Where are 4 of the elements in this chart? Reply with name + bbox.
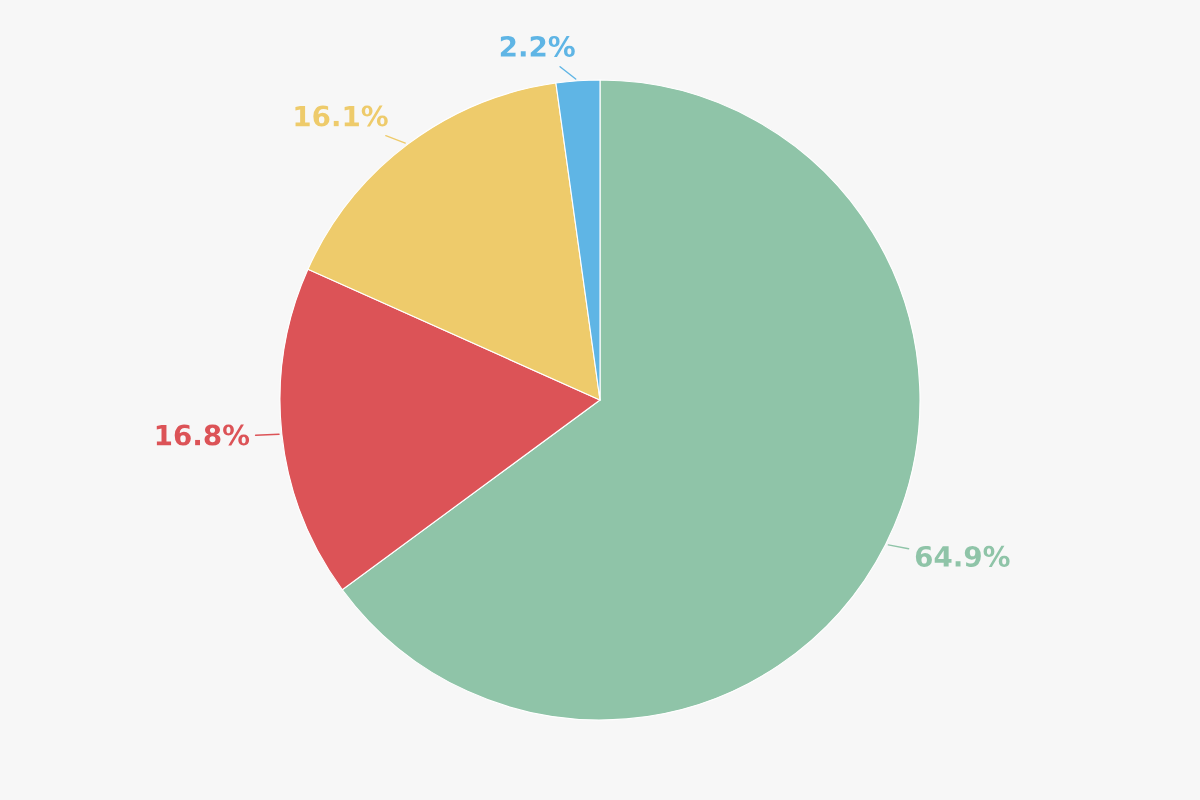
- data-label: 16.1%: [295, 105, 388, 127]
- data-label: 2.2%: [500, 35, 575, 57]
- data-label: 16.8%: [156, 424, 250, 446]
- data-label: 64.9%: [915, 545, 1010, 567]
